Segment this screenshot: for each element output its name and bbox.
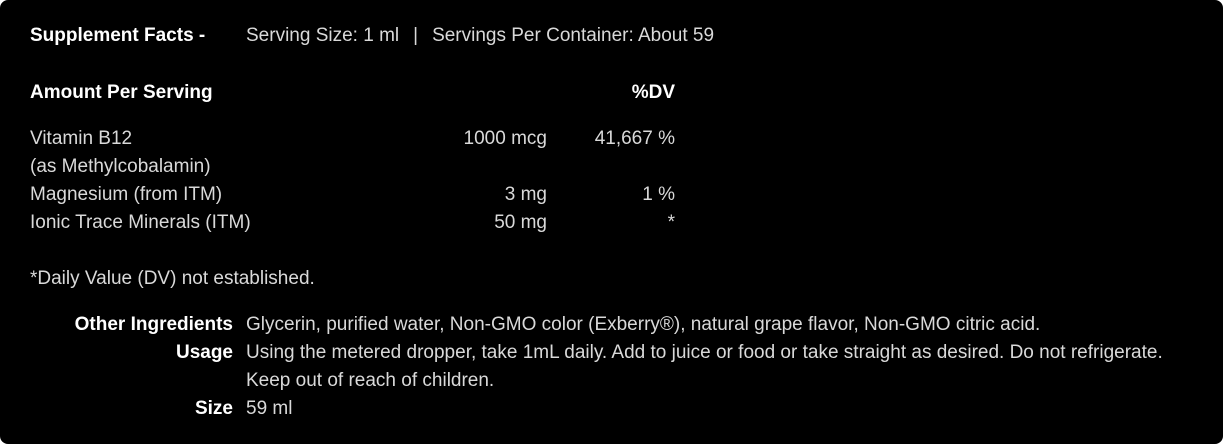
serving-size: Serving Size: 1 ml [246, 25, 400, 46]
detail-label: Other Ingredients [74, 314, 233, 335]
nutrient-dv: 41,667 % [594, 128, 675, 149]
detail-value: Using the metered dropper, take 1mL dail… [246, 342, 1163, 391]
amount-column-spacer [360, 79, 547, 107]
dv-footnote: *Daily Value (DV) not established. [30, 268, 315, 289]
serving-info: Serving Size: 1 ml | Servings Per Contai… [246, 22, 714, 50]
amount-per-serving-header: Amount Per Serving [30, 82, 213, 103]
table-row: Vitamin B12 (as Methylcobalamin) 1000 mc… [30, 125, 1193, 181]
nutrient-name: Vitamin B12 [30, 128, 133, 149]
detail-label: Usage [175, 342, 233, 363]
table-row: Magnesium (from ITM) 3 mg 1 % [30, 181, 1193, 209]
servings-per-container: Servings Per Container: About 59 [432, 25, 715, 46]
separator: | [413, 25, 419, 46]
nutrient-amount: 3 mg [504, 184, 547, 205]
nutrient-name-cell: Vitamin B12 (as Methylcobalamin) [30, 125, 360, 181]
nutrient-dv: * [667, 212, 675, 233]
label-header: Supplement Facts - Serving Size: 1 ml | … [30, 22, 1193, 50]
label-title: Supplement Facts - [30, 25, 206, 46]
table-header-row: Amount Per Serving %DV [30, 79, 1193, 107]
nutrient-dv: 1 % [642, 184, 675, 205]
nutrient-name: Ionic Trace Minerals (ITM) [30, 212, 251, 233]
detail-value: 59 ml [246, 398, 293, 419]
detail-row: Other Ingredients Glycerin, purified wat… [30, 311, 1193, 339]
details-section: Other Ingredients Glycerin, purified wat… [30, 311, 1193, 423]
dv-header: %DV [631, 82, 675, 103]
table-row: Ionic Trace Minerals (ITM) 50 mg * [30, 209, 1193, 237]
detail-label: Size [194, 398, 233, 419]
nutrient-amount: 50 mg [494, 212, 547, 233]
detail-row: Usage Using the metered dropper, take 1m… [30, 339, 1193, 395]
nutrient-amount: 1000 mcg [463, 128, 547, 149]
detail-value: Glycerin, purified water, Non-GMO color … [246, 314, 1041, 335]
detail-row: Size 59 ml [30, 395, 1193, 423]
nutrient-subname: (as Methylcobalamin) [30, 156, 211, 177]
nutrient-name: Magnesium (from ITM) [30, 184, 223, 205]
